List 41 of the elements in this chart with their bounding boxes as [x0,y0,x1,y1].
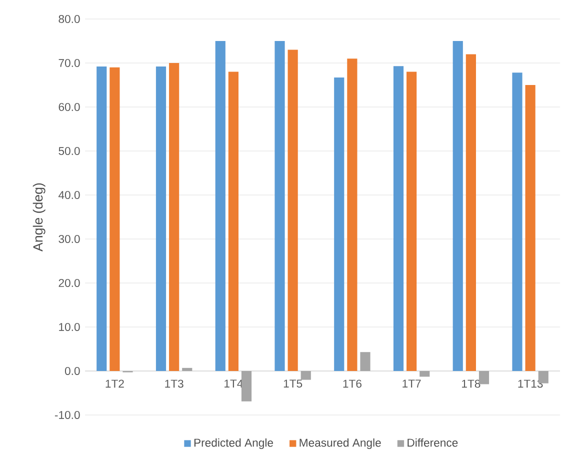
bar [156,66,166,372]
y-tick-label: 40.0 [58,191,80,200]
bar [274,41,285,372]
x-tick-label: 1T3 [165,380,184,388]
bar [512,72,522,372]
bar [406,72,417,372]
bar [525,85,536,372]
y-tick-label: 60.0 [58,103,80,112]
bar [360,352,370,372]
bar [393,66,404,372]
y-tick-label: -10.0 [54,411,80,420]
x-tick-label: 1T5 [284,380,302,388]
legend-label: Measured Angle [300,438,381,449]
bar [347,58,358,372]
bar [466,54,476,372]
bar [169,63,180,372]
legend-label: Difference [408,438,458,447]
y-tick-label: 10.0 [59,323,80,332]
bar [288,50,298,372]
bar [182,368,192,372]
legend-label: Predicted Angle [194,438,273,449]
y-tick-label: 50.0 [58,147,80,156]
x-tick-label: 1T7 [402,380,421,388]
bar [228,72,238,372]
y-axis-title: Angle (deg) [32,183,46,252]
bar [96,66,107,372]
bar [420,371,430,377]
bar [241,371,252,402]
bar [110,67,120,372]
bar [334,78,344,372]
bar [300,371,311,380]
bar [215,41,226,372]
y-tick-label: 70.0 [58,59,80,68]
x-tick-label: 1T6 [343,380,362,388]
y-tick-label: 0.0 [64,367,80,376]
y-tick-label: 30.0 [58,235,80,244]
bar [452,41,463,372]
y-tick-label: 80.0 [58,15,80,24]
x-tick-label: 1T2 [106,380,124,388]
bar [478,371,490,384]
y-tick-label: 20.0 [58,279,80,288]
